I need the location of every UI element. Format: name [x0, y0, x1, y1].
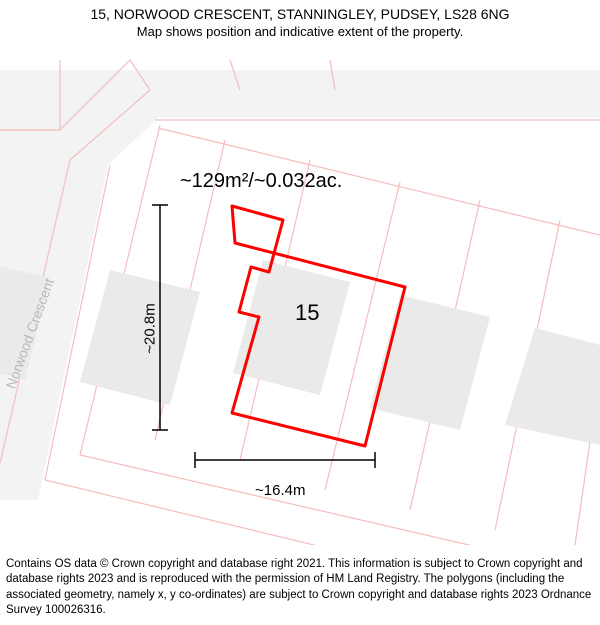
height-dimension-label: ~20.8m [142, 303, 159, 353]
area-label: ~129m²/~0.032ac. [180, 170, 342, 193]
buildings [0, 260, 600, 445]
page-subtitle: Map shows position and indicative extent… [0, 24, 600, 39]
width-dimension-label: ~16.4m [255, 482, 305, 499]
page-title: 15, NORWOOD CRESCENT, STANNINGLEY, PUDSE… [0, 6, 600, 22]
header: 15, NORWOOD CRESCENT, STANNINGLEY, PUDSE… [0, 6, 600, 39]
map-svg [0, 0, 600, 545]
house-number: 15 [295, 300, 319, 326]
copyright-footer: Contains OS data © Crown copyright and d… [6, 557, 594, 619]
map-area: ~129m²/~0.032ac. ~20.8m ~16.4m 15 Norwoo… [0, 0, 600, 545]
